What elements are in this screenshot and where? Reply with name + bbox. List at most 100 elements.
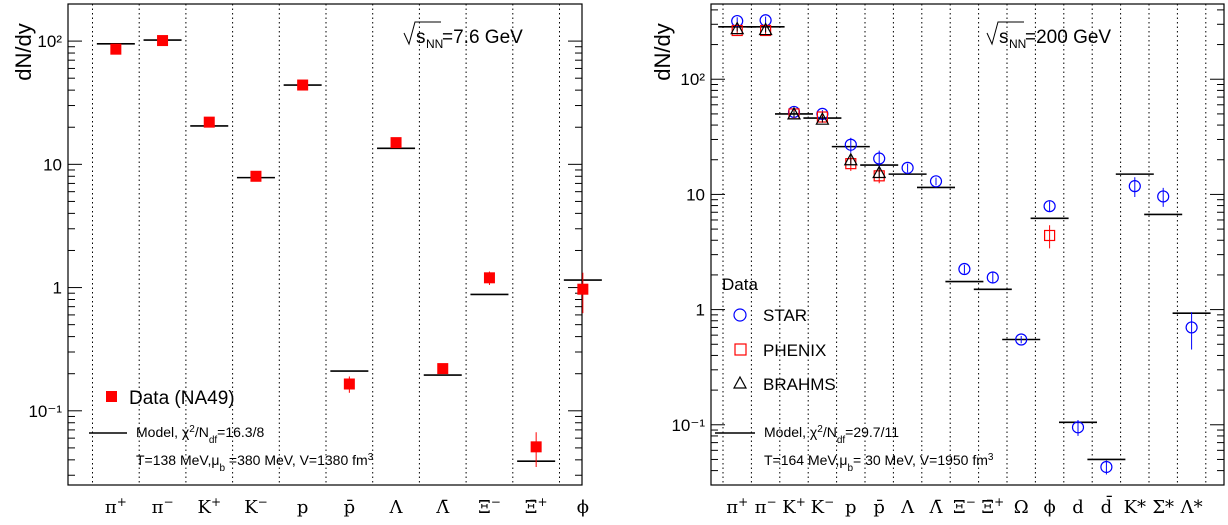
legend-model-label: Model, χ2/Ndf=16.3/8 bbox=[136, 424, 264, 446]
data-point-star bbox=[1071, 421, 1085, 434]
x-axis-category-labels: π+ π− K+ K− p p̄ Λ Λ̄ Ξ− Ξ̄+ ϕ bbox=[105, 495, 589, 518]
data-point-star bbox=[873, 152, 886, 165]
data-point-brahms bbox=[786, 106, 802, 120]
legend: Data STAR PHENIX BRAHMS Model, χ2/Ndf=29… bbox=[715, 275, 994, 474]
data-point-na49 bbox=[250, 170, 262, 182]
category-gridlines bbox=[92, 4, 560, 485]
data-series bbox=[110, 35, 589, 467]
data-point-star bbox=[986, 271, 999, 284]
energy-value: =7.6 GeV bbox=[442, 27, 523, 48]
data-point-na49 bbox=[577, 283, 589, 295]
x-category-label: d bbox=[1072, 497, 1084, 518]
x-category-label: Λ̄ bbox=[435, 497, 450, 518]
svg-text:NN: NN bbox=[1009, 37, 1026, 51]
legend-label-brahms: BRAHMS bbox=[763, 375, 836, 394]
y-tick-label: 1 bbox=[53, 279, 62, 298]
legend-model-params: T=164 MeV,μb= 30 MeV, V=1950 fm3 bbox=[764, 452, 994, 474]
y-axis-ticks: 10² 10 1 10⁻¹ bbox=[671, 9, 1224, 486]
data-point-phenix bbox=[1043, 229, 1056, 242]
legend-label-phenix: PHENIX bbox=[763, 341, 826, 360]
x-category-label: Ξ− bbox=[478, 495, 501, 518]
data-point-star bbox=[929, 175, 943, 188]
legend-marker-brahms bbox=[732, 375, 748, 389]
x-category-label: π− bbox=[152, 495, 174, 518]
x-category-label: p̄ bbox=[873, 497, 885, 518]
x-category-label: K+ bbox=[197, 495, 221, 518]
legend-label-na49: Data (NA49) bbox=[129, 388, 235, 409]
svg-text:s: s bbox=[999, 27, 1009, 48]
x-category-label: K− bbox=[244, 495, 268, 518]
x-category-label: π+ bbox=[105, 495, 127, 518]
x-category-label: Λ bbox=[900, 497, 915, 518]
y-axis-title: dN/dy bbox=[650, 23, 675, 80]
x-category-label: Ξ̄+ bbox=[525, 495, 548, 518]
plot-frame bbox=[67, 3, 583, 486]
x-category-label: ϕ bbox=[1043, 497, 1055, 518]
data-point-na49 bbox=[110, 43, 122, 55]
x-category-label: ϕ bbox=[577, 497, 589, 518]
data-point-na49 bbox=[203, 116, 215, 128]
model-series bbox=[718, 26, 1211, 461]
data-point-star bbox=[1185, 321, 1198, 334]
y-tick-label: 1 bbox=[696, 301, 705, 320]
data-point-star bbox=[901, 161, 914, 174]
x-category-label: Λ* bbox=[1180, 497, 1203, 518]
legend-model-label: Model, χ2/Ndf=29.7/11 bbox=[764, 424, 899, 446]
data-point-brahms bbox=[872, 165, 887, 179]
x-category-label: p̄ bbox=[344, 497, 356, 518]
data-point-star bbox=[844, 138, 857, 151]
x-category-label: K* bbox=[1124, 497, 1146, 518]
chart-panel-7gev: 10² 10 1 10⁻¹ π+ π− K+ K− p p̄ Λ Λ̄ Ξ− Ξ̄+ ϕ dN/dy s … bbox=[11, 3, 602, 518]
data-point-star bbox=[1043, 200, 1056, 213]
data-point-brahms bbox=[758, 22, 773, 36]
y-tick-label: 10 bbox=[43, 155, 62, 174]
energy-value: =200 GeV bbox=[1025, 27, 1111, 48]
x-category-label: d̄ bbox=[1101, 494, 1113, 518]
data-point-na49 bbox=[297, 79, 309, 91]
x-category-label: K+ bbox=[782, 495, 806, 518]
y-tick-label: 10⁻¹ bbox=[28, 402, 62, 421]
x-category-label: p bbox=[297, 497, 309, 518]
x-category-label: π− bbox=[755, 495, 777, 518]
legend-marker-phenix bbox=[734, 343, 747, 356]
energy-label: s NN =7.6 GeV bbox=[403, 21, 523, 51]
legend-title: Data bbox=[722, 275, 758, 294]
x-category-label: Ξ− bbox=[953, 495, 976, 518]
y-axis-ticks: 10² 10 1 10⁻¹ bbox=[28, 3, 582, 476]
data-point-star bbox=[958, 262, 971, 276]
legend-marker-na49 bbox=[106, 391, 117, 402]
legend-model-params: T=138 MeV,μb =380 MeV, V=1380 fm3 bbox=[136, 452, 374, 474]
data-point-phenix bbox=[759, 24, 772, 37]
data-point-na49 bbox=[343, 378, 355, 390]
svg-text:s: s bbox=[416, 27, 426, 48]
data-point-star bbox=[1128, 180, 1141, 193]
data-point-star bbox=[1015, 333, 1028, 346]
y-tick-label: 10² bbox=[37, 32, 62, 51]
y-tick-label: 10⁻¹ bbox=[671, 416, 705, 435]
data-point-na49 bbox=[157, 35, 169, 47]
data-point-brahms bbox=[815, 111, 830, 125]
x-category-label: Ξ̄+ bbox=[981, 495, 1004, 518]
data-point-na49 bbox=[530, 441, 542, 453]
plot-frame bbox=[710, 3, 1225, 486]
data-point-brahms bbox=[730, 21, 745, 35]
x-category-label: K− bbox=[811, 495, 835, 518]
category-gridlines bbox=[722, 4, 1207, 485]
svg-text:NN: NN bbox=[426, 37, 443, 51]
x-category-label: Σ* bbox=[1152, 497, 1174, 518]
x-category-label: Λ bbox=[389, 497, 404, 518]
legend-label-star: STAR bbox=[763, 306, 807, 325]
legend: Data (NA49) Model, χ2/Ndf=16.3/8 T=138 M… bbox=[89, 388, 374, 474]
legend-marker-star bbox=[733, 308, 747, 322]
energy-label: s NN =200 GeV bbox=[986, 21, 1111, 51]
data-point-phenix bbox=[731, 24, 743, 37]
data-point-na49 bbox=[390, 137, 402, 149]
x-category-label: p bbox=[845, 497, 857, 518]
y-tick-label: 10² bbox=[680, 70, 705, 89]
x-category-label: Λ̄ bbox=[929, 497, 944, 518]
x-category-label: Ω bbox=[1014, 497, 1029, 518]
data-point-brahms bbox=[843, 152, 858, 166]
